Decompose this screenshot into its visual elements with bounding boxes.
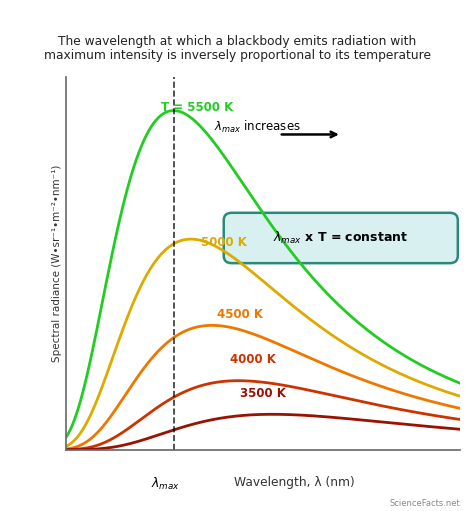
Text: ScienceFacts.net: ScienceFacts.net	[389, 499, 460, 508]
Text: maximum intensity is inversely proportional to its temperature: maximum intensity is inversely proportio…	[44, 49, 430, 61]
Text: 4000 K: 4000 K	[230, 353, 276, 366]
Text: 3500 K: 3500 K	[240, 387, 286, 400]
Y-axis label: Spectral radiance (W•sr⁻¹•m⁻²•nm⁻¹): Spectral radiance (W•sr⁻¹•m⁻²•nm⁻¹)	[52, 165, 62, 362]
Text: $\lambda_{max}$: $\lambda_{max}$	[151, 476, 181, 493]
Text: T = 5500 K: T = 5500 K	[162, 101, 234, 113]
Text: Wien’s Law: Wien’s Law	[184, 7, 290, 26]
Text: 5000 K: 5000 K	[201, 236, 246, 249]
Text: 4500 K: 4500 K	[217, 308, 263, 320]
Text: Wavelength, λ (nm): Wavelength, λ (nm)	[234, 476, 354, 489]
Text: The wavelength at which a blackbody emits radiation with: The wavelength at which a blackbody emit…	[58, 35, 416, 48]
FancyBboxPatch shape	[224, 213, 458, 263]
Text: $\lambda_{max}$ increases: $\lambda_{max}$ increases	[214, 119, 301, 135]
Text: $\lambda_{max}$ x T = constant: $\lambda_{max}$ x T = constant	[273, 230, 408, 246]
